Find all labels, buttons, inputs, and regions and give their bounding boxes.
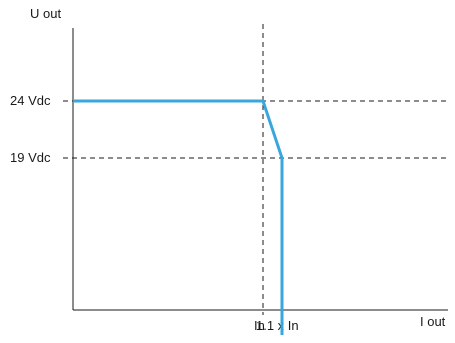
x-tick-label: 1.1 x In <box>256 318 299 333</box>
series <box>73 101 282 335</box>
output-voltage-curve <box>73 101 282 335</box>
x-axis-label: I out <box>420 314 446 329</box>
reference-lines <box>63 24 446 315</box>
y-tick-label: 24 Vdc <box>10 93 51 108</box>
axes: U out I out <box>30 6 448 329</box>
y-tick-label: 19 Vdc <box>10 150 51 165</box>
y-axis-label: U out <box>30 6 61 21</box>
